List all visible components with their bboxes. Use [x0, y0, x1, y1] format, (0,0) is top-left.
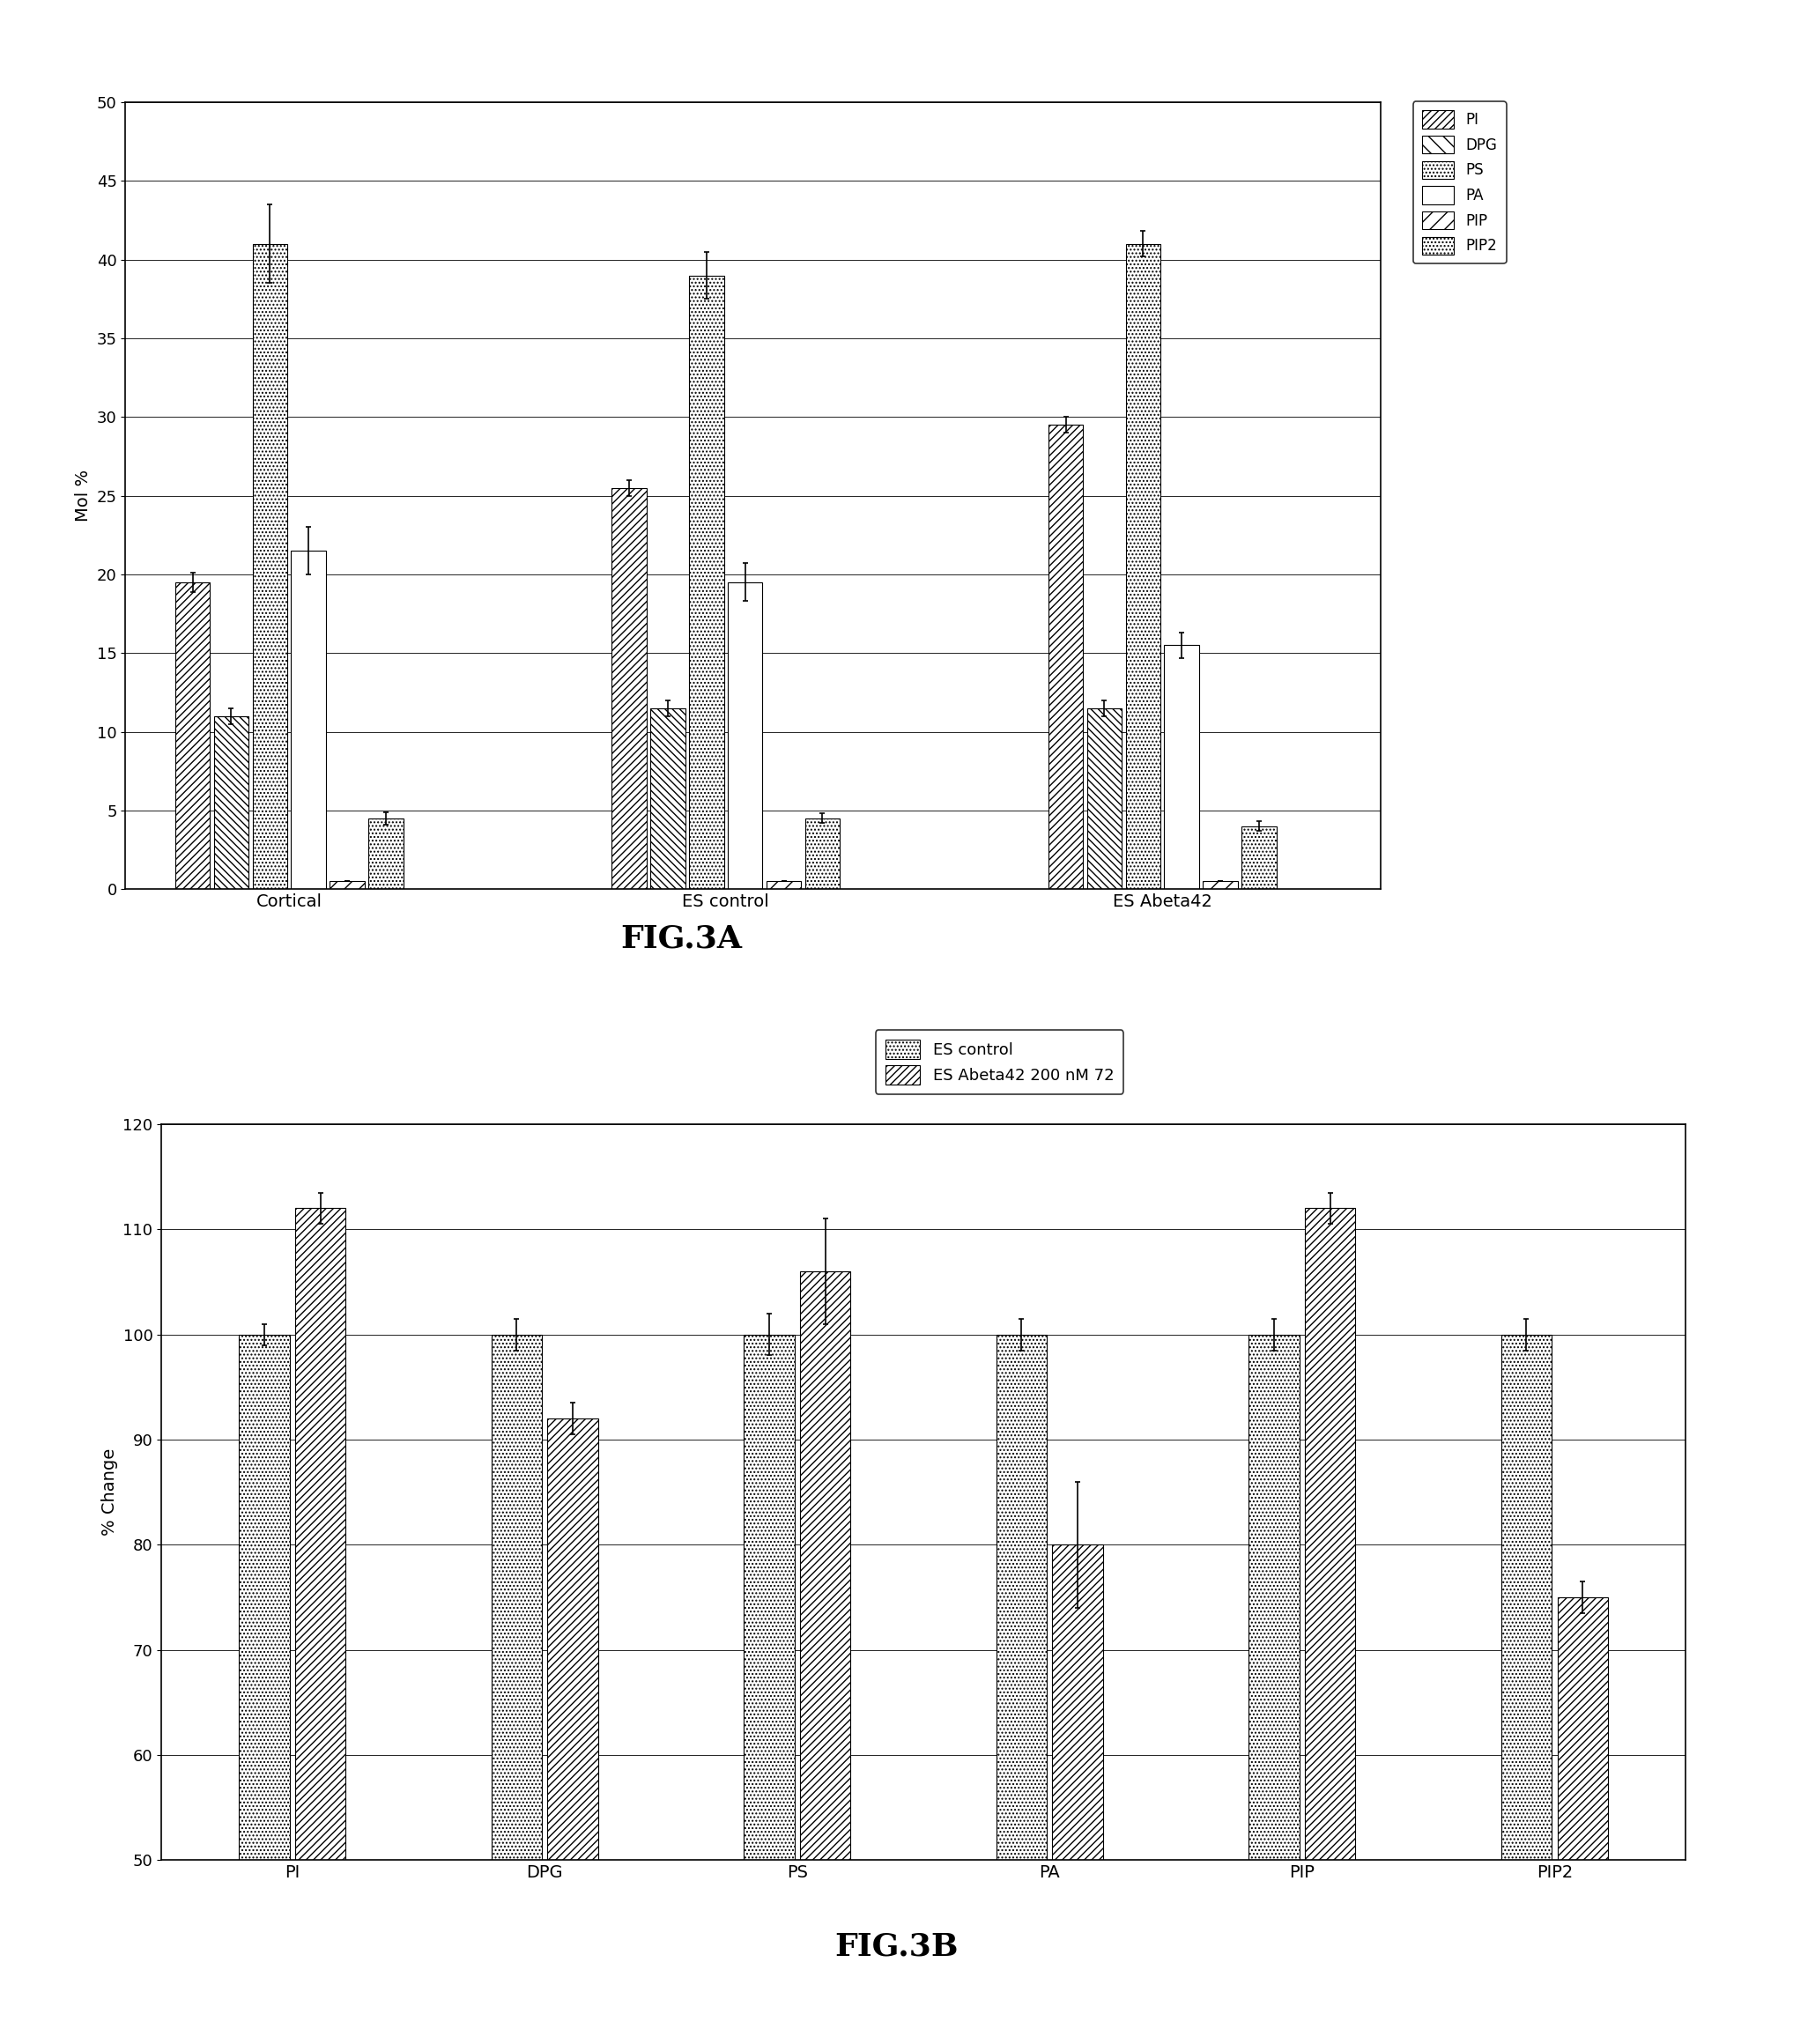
Bar	[805, 818, 839, 889]
Y-axis label: Mol %: Mol %	[75, 470, 91, 521]
Bar	[997, 1335, 1047, 2044]
Text: FIG.3B: FIG.3B	[834, 1932, 959, 1962]
Bar	[689, 276, 724, 889]
Y-axis label: % Change: % Change	[100, 1449, 118, 1535]
Bar	[1305, 1208, 1356, 2044]
Bar	[1052, 1545, 1103, 2044]
Bar	[1126, 243, 1160, 889]
Bar	[800, 1271, 850, 2044]
Bar	[330, 881, 364, 889]
Bar	[1203, 881, 1237, 889]
Bar	[611, 489, 647, 889]
Bar	[238, 1335, 289, 2044]
Bar	[651, 707, 685, 889]
Bar	[1248, 1335, 1300, 2044]
Bar	[547, 1419, 599, 2044]
Legend: ES control, ES Abeta42 200 nM 72: ES control, ES Abeta42 200 nM 72	[875, 1030, 1124, 1094]
Bar	[368, 818, 403, 889]
Bar	[176, 583, 210, 889]
Bar	[1241, 826, 1277, 889]
Bar	[744, 1335, 794, 2044]
Bar	[290, 550, 326, 889]
Bar	[491, 1335, 541, 2044]
Bar	[1558, 1596, 1608, 2044]
Bar	[296, 1208, 346, 2044]
Legend: PI, DPG, PS, PA, PIP, PIP2: PI, DPG, PS, PA, PIP, PIP2	[1413, 102, 1506, 264]
Bar	[1049, 425, 1083, 889]
Bar	[1087, 707, 1122, 889]
Text: FIG.3A: FIG.3A	[620, 924, 742, 955]
Bar	[253, 243, 287, 889]
Bar	[728, 583, 762, 889]
Bar	[1501, 1335, 1551, 2044]
Bar	[766, 881, 801, 889]
Bar	[213, 715, 249, 889]
Bar	[1164, 646, 1200, 889]
